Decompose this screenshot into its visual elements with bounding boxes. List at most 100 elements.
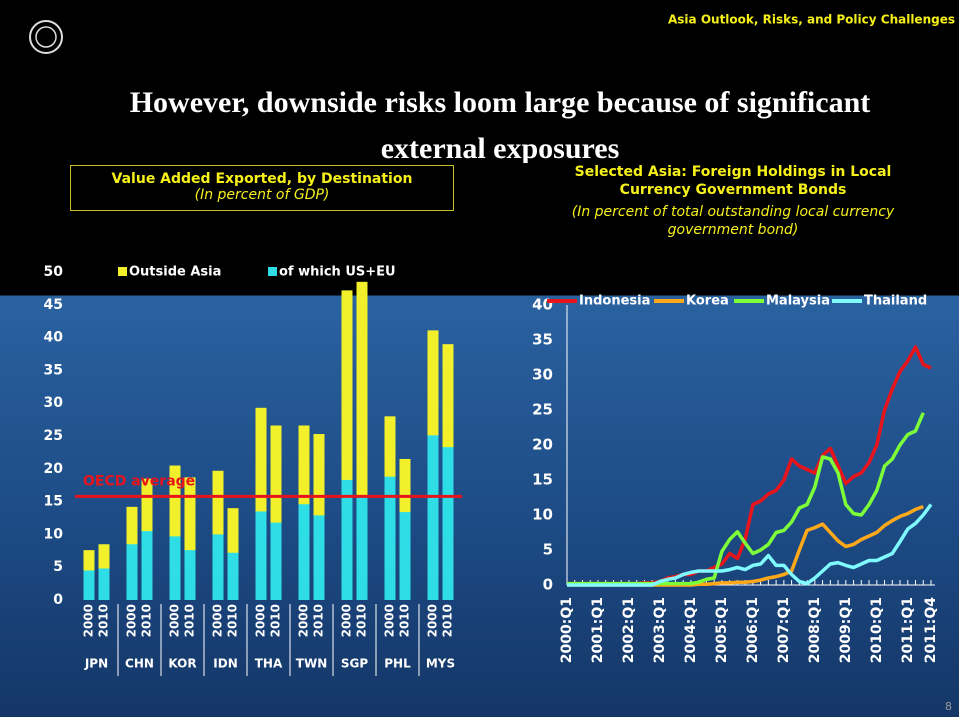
- x-tick-label: 2001:Q1: [590, 597, 606, 663]
- x-tick-label: 2008:Q1: [807, 597, 823, 663]
- bar: [356, 281, 368, 600]
- bar: [126, 544, 138, 600]
- bar: [255, 407, 267, 600]
- y-tick-label: 30: [532, 366, 553, 384]
- group-label: MYS: [426, 657, 455, 671]
- slide-title: However, downside risks loom large becau…: [129, 86, 871, 165]
- group-label: THA: [255, 657, 283, 671]
- x-tick-label: 2000:Q1: [559, 597, 575, 663]
- x-tick-label: 2010: [441, 604, 455, 637]
- group-label: PHL: [384, 657, 411, 671]
- y-tick-label: 45: [44, 297, 63, 313]
- x-tick-label: 2010: [312, 604, 326, 637]
- x-tick-label: 2000: [426, 604, 440, 637]
- x-tick-label: 2000: [340, 604, 354, 637]
- x-tick-label: 2010: [183, 604, 197, 637]
- bar: [427, 435, 439, 600]
- bar: [169, 536, 181, 600]
- bar: [98, 568, 110, 600]
- y-tick-label: 0: [543, 576, 553, 594]
- y-tick-label: 15: [44, 494, 63, 510]
- bar: [184, 477, 196, 600]
- x-tick-label: 2006:Q1: [745, 597, 761, 663]
- reference-label: OECD average: [83, 473, 195, 489]
- bar: [184, 550, 196, 600]
- x-tick-label: 2007:Q1: [776, 597, 792, 663]
- group-label: KOR: [168, 657, 196, 671]
- legend-swatch: [268, 267, 277, 276]
- chart-title: Selected Asia: Foreign Holdings in Local…: [574, 164, 892, 198]
- y-tick-label: 20: [44, 461, 64, 477]
- x-tick-label: 2000: [168, 604, 182, 637]
- x-tick-label: 2000: [125, 604, 139, 637]
- x-tick-label: 2004:Q1: [683, 597, 699, 663]
- y-tick-label: 30: [44, 395, 64, 411]
- bar: [270, 522, 282, 600]
- y-tick-label: 40: [44, 330, 64, 346]
- x-tick-label: 2010: [97, 604, 111, 637]
- bar: [341, 290, 353, 600]
- bar: [298, 504, 310, 600]
- x-tick-label: 2000: [82, 604, 96, 637]
- chart-title: Value Added Exported, by Destination: [111, 171, 413, 187]
- legend-label: Thailand: [864, 294, 927, 309]
- y-tick-label: 5: [543, 541, 553, 559]
- line-series: [567, 412, 925, 586]
- bar: [169, 465, 181, 600]
- bar: [83, 570, 95, 600]
- legend-swatch: [118, 267, 127, 276]
- group-label: CHN: [125, 657, 154, 671]
- page-number: 8: [945, 700, 952, 713]
- y-tick-label: 10: [44, 526, 64, 542]
- legend-label: Outside Asia: [129, 265, 221, 280]
- bar: [341, 479, 353, 600]
- group-label: IDN: [213, 657, 237, 671]
- bar: [212, 534, 224, 600]
- chart-subtitle: (In percent of GDP): [194, 187, 330, 203]
- x-tick-label: 2000: [297, 604, 311, 637]
- legend-label: of which US+EU: [279, 265, 396, 280]
- bar: [356, 495, 368, 600]
- legend-label: Malaysia: [766, 294, 830, 309]
- x-tick-label: 2011:Q4: [923, 597, 939, 663]
- y-tick-label: 35: [532, 331, 553, 349]
- x-tick-label: 2010: [355, 604, 369, 637]
- chart-title-box: Selected Asia: Foreign Holdings in Local…: [520, 163, 946, 255]
- y-tick-label: 50: [44, 264, 64, 280]
- x-tick-label: 2000: [383, 604, 397, 637]
- y-tick-label: 15: [532, 471, 553, 489]
- bar: [270, 425, 282, 600]
- y-tick-label: 5: [53, 559, 63, 575]
- x-tick-label: 2003:Q1: [652, 597, 668, 663]
- bar: [399, 512, 411, 600]
- deck-subtitle: Asia Outlook, Risks, and Policy Challeng…: [668, 13, 955, 27]
- x-tick-label: 2010: [398, 604, 412, 637]
- bar: [384, 476, 396, 600]
- chart-subtitle: (In percent of total outstanding local c…: [571, 204, 895, 238]
- group-label: JPN: [84, 657, 108, 671]
- logo-inner: [35, 26, 57, 48]
- x-tick-label: 2011:Q1: [900, 597, 916, 663]
- x-tick-label: 2010: [226, 604, 240, 637]
- group-label: SGP: [341, 657, 368, 671]
- y-tick-label: 20: [532, 436, 553, 454]
- legend-label: Indonesia: [579, 294, 650, 309]
- x-tick-label: 2010: [140, 604, 154, 637]
- x-tick-label: 2010:Q1: [869, 597, 885, 663]
- y-tick-label: 10: [532, 506, 553, 524]
- chart-title-box: Value Added Exported, by Destination (In…: [70, 165, 454, 211]
- y-tick-label: 25: [44, 428, 63, 444]
- group-label: TWN: [296, 657, 327, 671]
- x-tick-label: 2002:Q1: [621, 597, 637, 663]
- x-tick-label: 2009:Q1: [838, 597, 854, 663]
- logo: [29, 20, 63, 54]
- y-tick-label: 40: [532, 296, 553, 314]
- bar: [255, 511, 267, 600]
- x-tick-label: 2010: [269, 604, 283, 637]
- x-tick-label: 2000: [211, 604, 225, 637]
- y-tick-label: 0: [53, 592, 63, 608]
- x-tick-label: 2000: [254, 604, 268, 637]
- line-series: [567, 503, 933, 587]
